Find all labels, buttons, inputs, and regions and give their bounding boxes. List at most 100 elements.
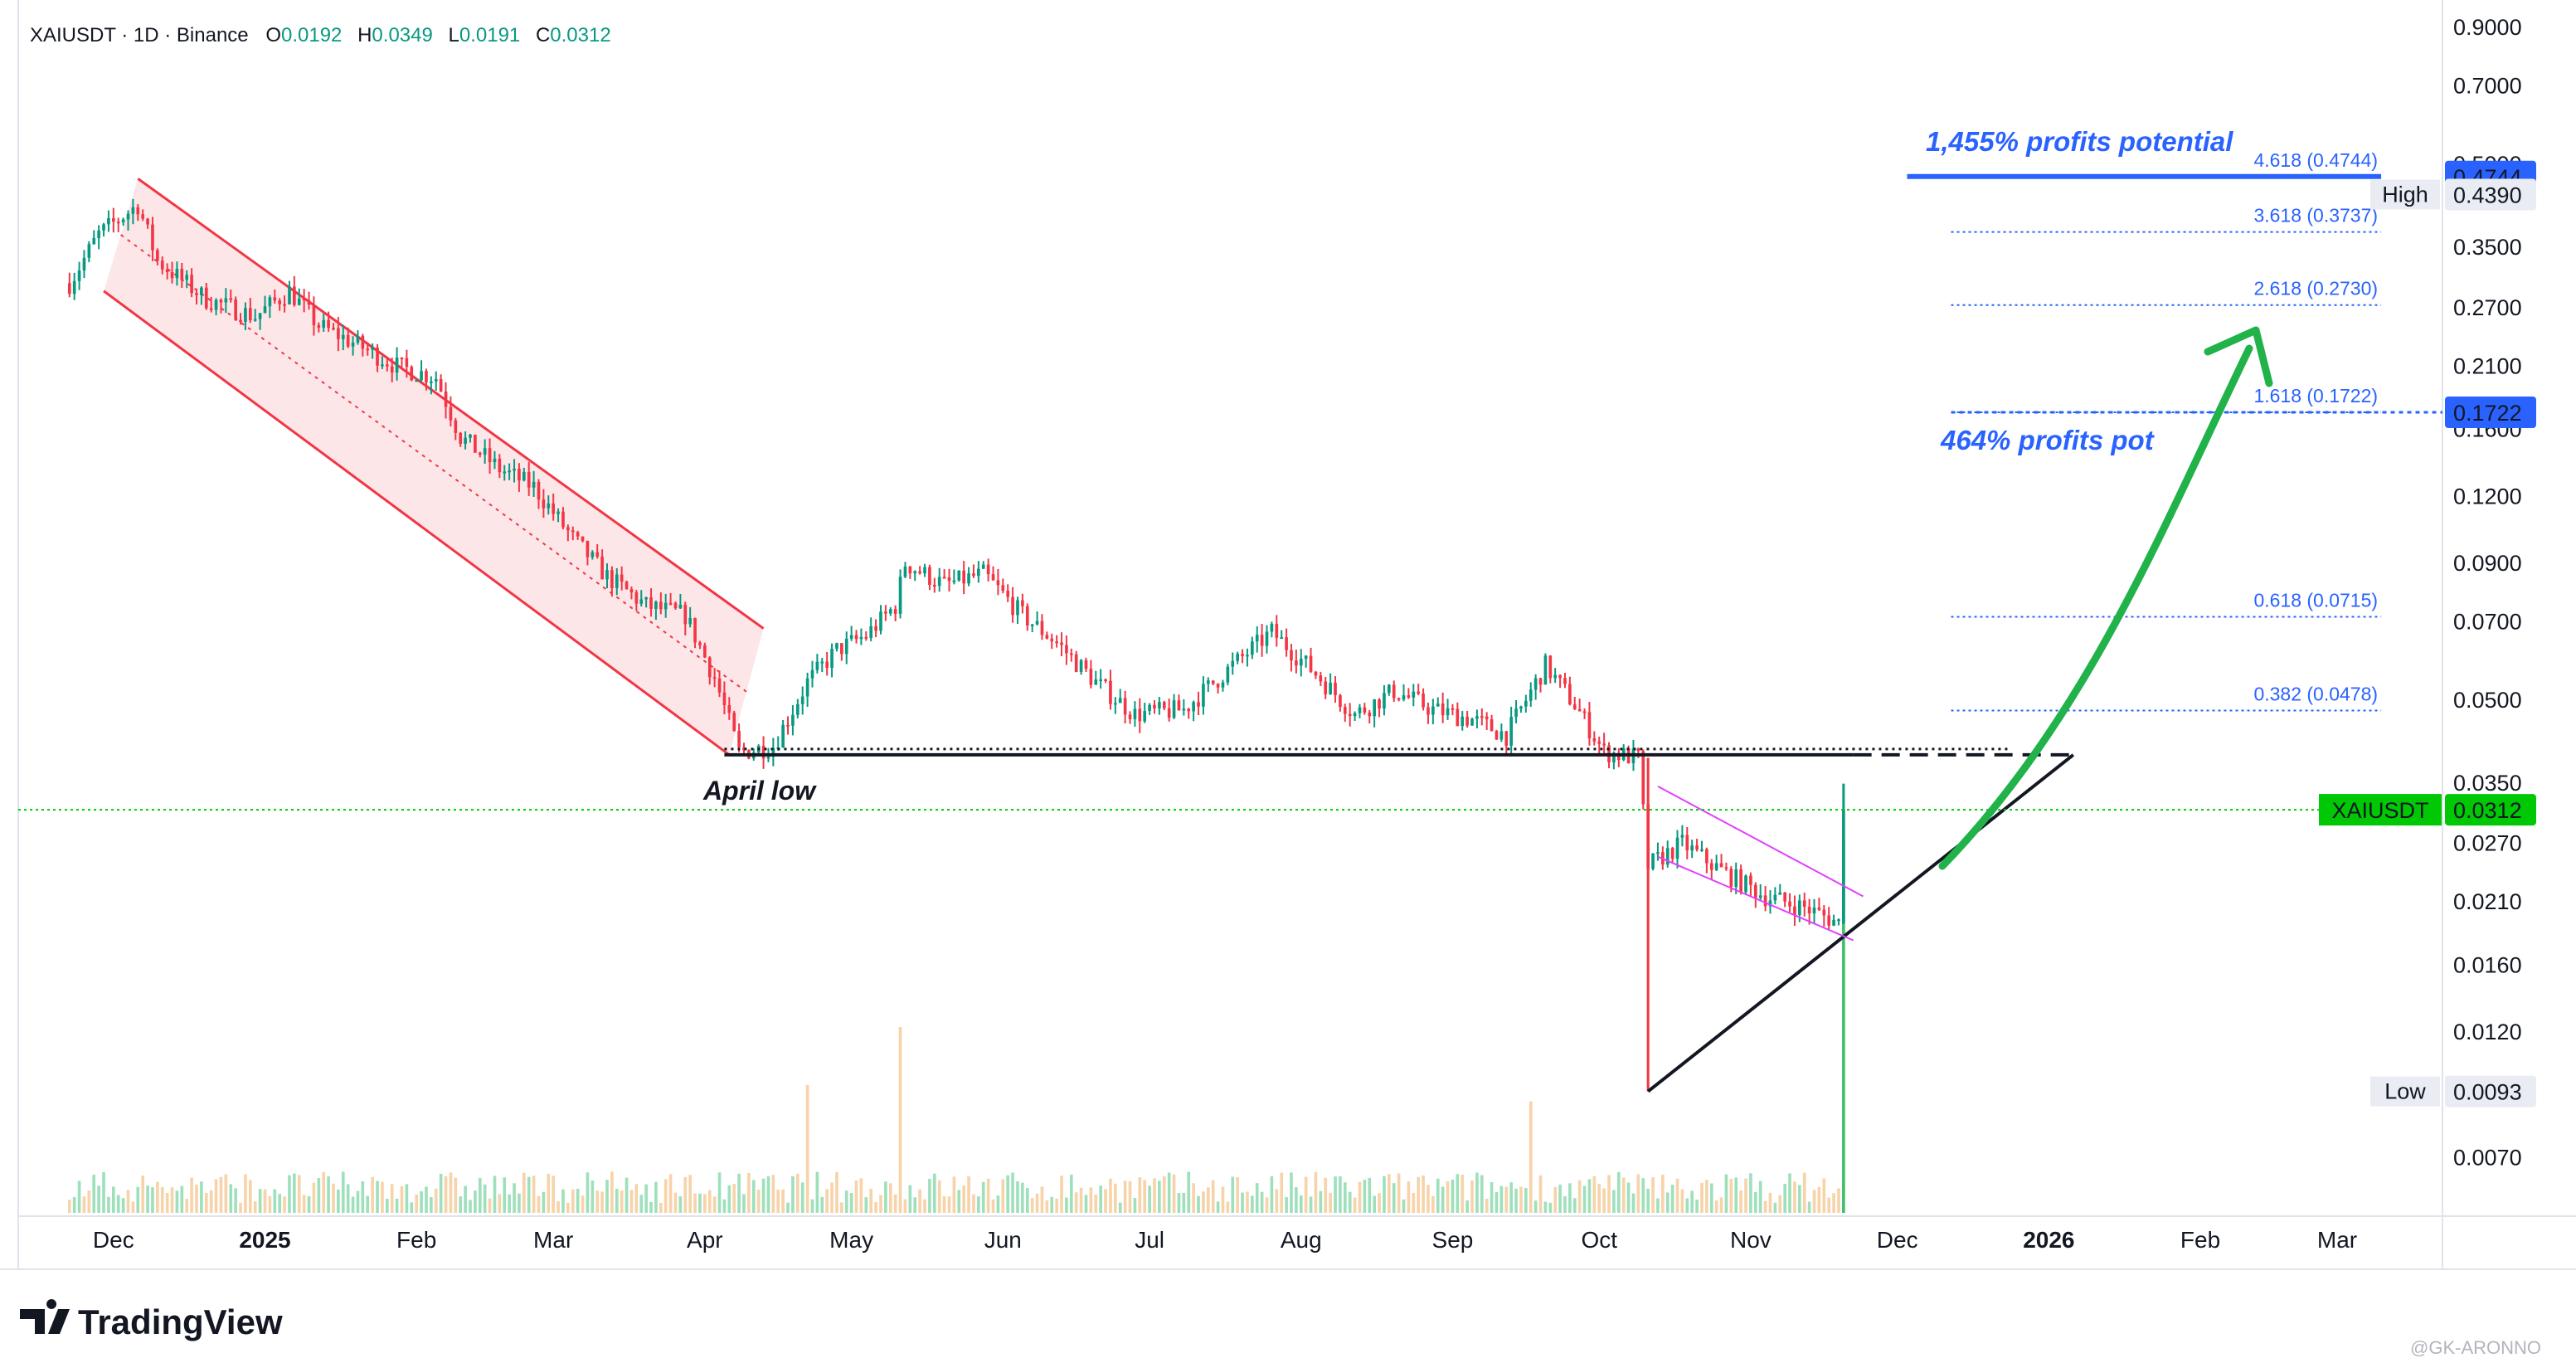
candle-body bbox=[1148, 704, 1151, 712]
candle-body bbox=[1353, 713, 1357, 717]
candle-body bbox=[1021, 600, 1024, 606]
volume-bar bbox=[1832, 1193, 1835, 1213]
candle-body bbox=[1656, 852, 1660, 854]
time-axis[interactable]: Dec 2025 Feb Mar Apr May Jun Jul Aug Sep Oct Nov Dec… bbox=[93, 1227, 2357, 1253]
candle-body bbox=[698, 642, 702, 645]
volume-bar bbox=[1602, 1188, 1606, 1213]
volume-bar bbox=[1099, 1185, 1102, 1213]
volume-bar bbox=[869, 1189, 873, 1213]
volume-bar bbox=[175, 1190, 179, 1213]
candle-body bbox=[1441, 703, 1445, 716]
volume-bar bbox=[859, 1178, 863, 1213]
volume-bar bbox=[1646, 1188, 1650, 1213]
candle-body bbox=[405, 358, 409, 368]
candle-body bbox=[1665, 848, 1670, 865]
volume-bar bbox=[1177, 1193, 1181, 1213]
volume-bar bbox=[1837, 1188, 1840, 1213]
candle-body bbox=[542, 499, 546, 509]
candle-body bbox=[1558, 674, 1562, 679]
candle-body bbox=[425, 371, 428, 382]
volume-bar bbox=[1446, 1181, 1450, 1213]
candle-body bbox=[1324, 681, 1328, 694]
volume-bar bbox=[1533, 1200, 1538, 1213]
candle-body bbox=[322, 319, 326, 329]
volume-bar bbox=[561, 1189, 565, 1213]
candle-body bbox=[126, 213, 130, 220]
candle-body bbox=[1709, 863, 1713, 870]
volume-bar bbox=[1822, 1178, 1826, 1213]
volume-bar bbox=[986, 1178, 990, 1213]
candle-body bbox=[444, 391, 448, 407]
candle-body bbox=[268, 297, 272, 307]
candle-body bbox=[185, 275, 189, 280]
candle-body bbox=[663, 602, 668, 610]
candle-body bbox=[576, 532, 580, 537]
candle-body bbox=[1275, 623, 1279, 638]
volume-bar bbox=[1714, 1200, 1718, 1213]
candle-body bbox=[707, 657, 712, 678]
candle-body bbox=[1055, 641, 1058, 644]
candle-body bbox=[967, 573, 970, 584]
candle-body bbox=[341, 334, 345, 339]
volume-bar bbox=[454, 1177, 458, 1213]
volume-bar bbox=[1246, 1191, 1249, 1213]
candle-body bbox=[737, 731, 741, 747]
volume-bar bbox=[1412, 1192, 1416, 1213]
price-tick-label: 0.2700 bbox=[2453, 295, 2522, 320]
volume-bar bbox=[498, 1194, 502, 1213]
volume-bar bbox=[761, 1178, 766, 1213]
volume-bar bbox=[1275, 1189, 1279, 1213]
candle-body bbox=[649, 597, 653, 609]
symbol-header[interactable]: XAIUSDT · 1D · Binance O0.0192 H0.0349 L… bbox=[30, 24, 611, 46]
candle-body bbox=[1636, 748, 1640, 752]
candle-body bbox=[673, 603, 678, 609]
volume-bar bbox=[800, 1182, 804, 1213]
candle-body bbox=[337, 328, 340, 339]
candle-body bbox=[581, 536, 585, 542]
candle-body bbox=[190, 275, 193, 294]
volume-bar bbox=[854, 1180, 858, 1213]
volume-bar bbox=[434, 1188, 438, 1213]
candle-body bbox=[503, 471, 507, 474]
price-axis[interactable]: 0.90000.70000.50000.35000.27000.21000.16… bbox=[2453, 15, 2522, 1170]
candle-body bbox=[688, 617, 692, 625]
volume-bar bbox=[552, 1176, 555, 1213]
candle-body bbox=[288, 286, 291, 304]
volume-bar bbox=[302, 1195, 306, 1213]
volume-bar bbox=[1040, 1186, 1044, 1213]
volume-bar bbox=[1363, 1180, 1367, 1213]
candle-body bbox=[1118, 698, 1122, 703]
candle-body bbox=[1211, 680, 1215, 684]
candle-body bbox=[532, 481, 536, 488]
volume-bar bbox=[82, 1196, 86, 1213]
candle-body bbox=[1246, 655, 1249, 657]
volume-bar bbox=[639, 1195, 644, 1213]
candle-body bbox=[571, 530, 575, 533]
candle-body bbox=[376, 347, 379, 366]
volume-bar bbox=[1529, 1101, 1533, 1213]
volume-bar bbox=[1626, 1182, 1631, 1213]
rising-support-line bbox=[1646, 753, 2075, 1093]
candle-body bbox=[1504, 731, 1509, 746]
volume-bar bbox=[1006, 1175, 1010, 1213]
volume-bar bbox=[1636, 1174, 1640, 1213]
tradingview-logo[interactable]: TradingView bbox=[20, 1299, 283, 1341]
volume-bar bbox=[244, 1174, 247, 1213]
candle-body bbox=[1314, 671, 1318, 676]
candle-body bbox=[1529, 689, 1533, 701]
volume-bar bbox=[1768, 1192, 1772, 1213]
candle-body bbox=[1084, 660, 1088, 669]
volume-bar bbox=[204, 1192, 208, 1213]
candle-body bbox=[957, 570, 961, 581]
volume-bar bbox=[1270, 1176, 1274, 1213]
volume-bar bbox=[195, 1184, 198, 1213]
volume-bar bbox=[1456, 1174, 1460, 1213]
candle-body bbox=[879, 611, 882, 631]
candle-body bbox=[942, 577, 946, 579]
volume-bar bbox=[1255, 1183, 1259, 1213]
candle-body bbox=[410, 367, 414, 381]
candle-body bbox=[97, 230, 100, 239]
price-tick-label: 0.0900 bbox=[2453, 551, 2522, 576]
